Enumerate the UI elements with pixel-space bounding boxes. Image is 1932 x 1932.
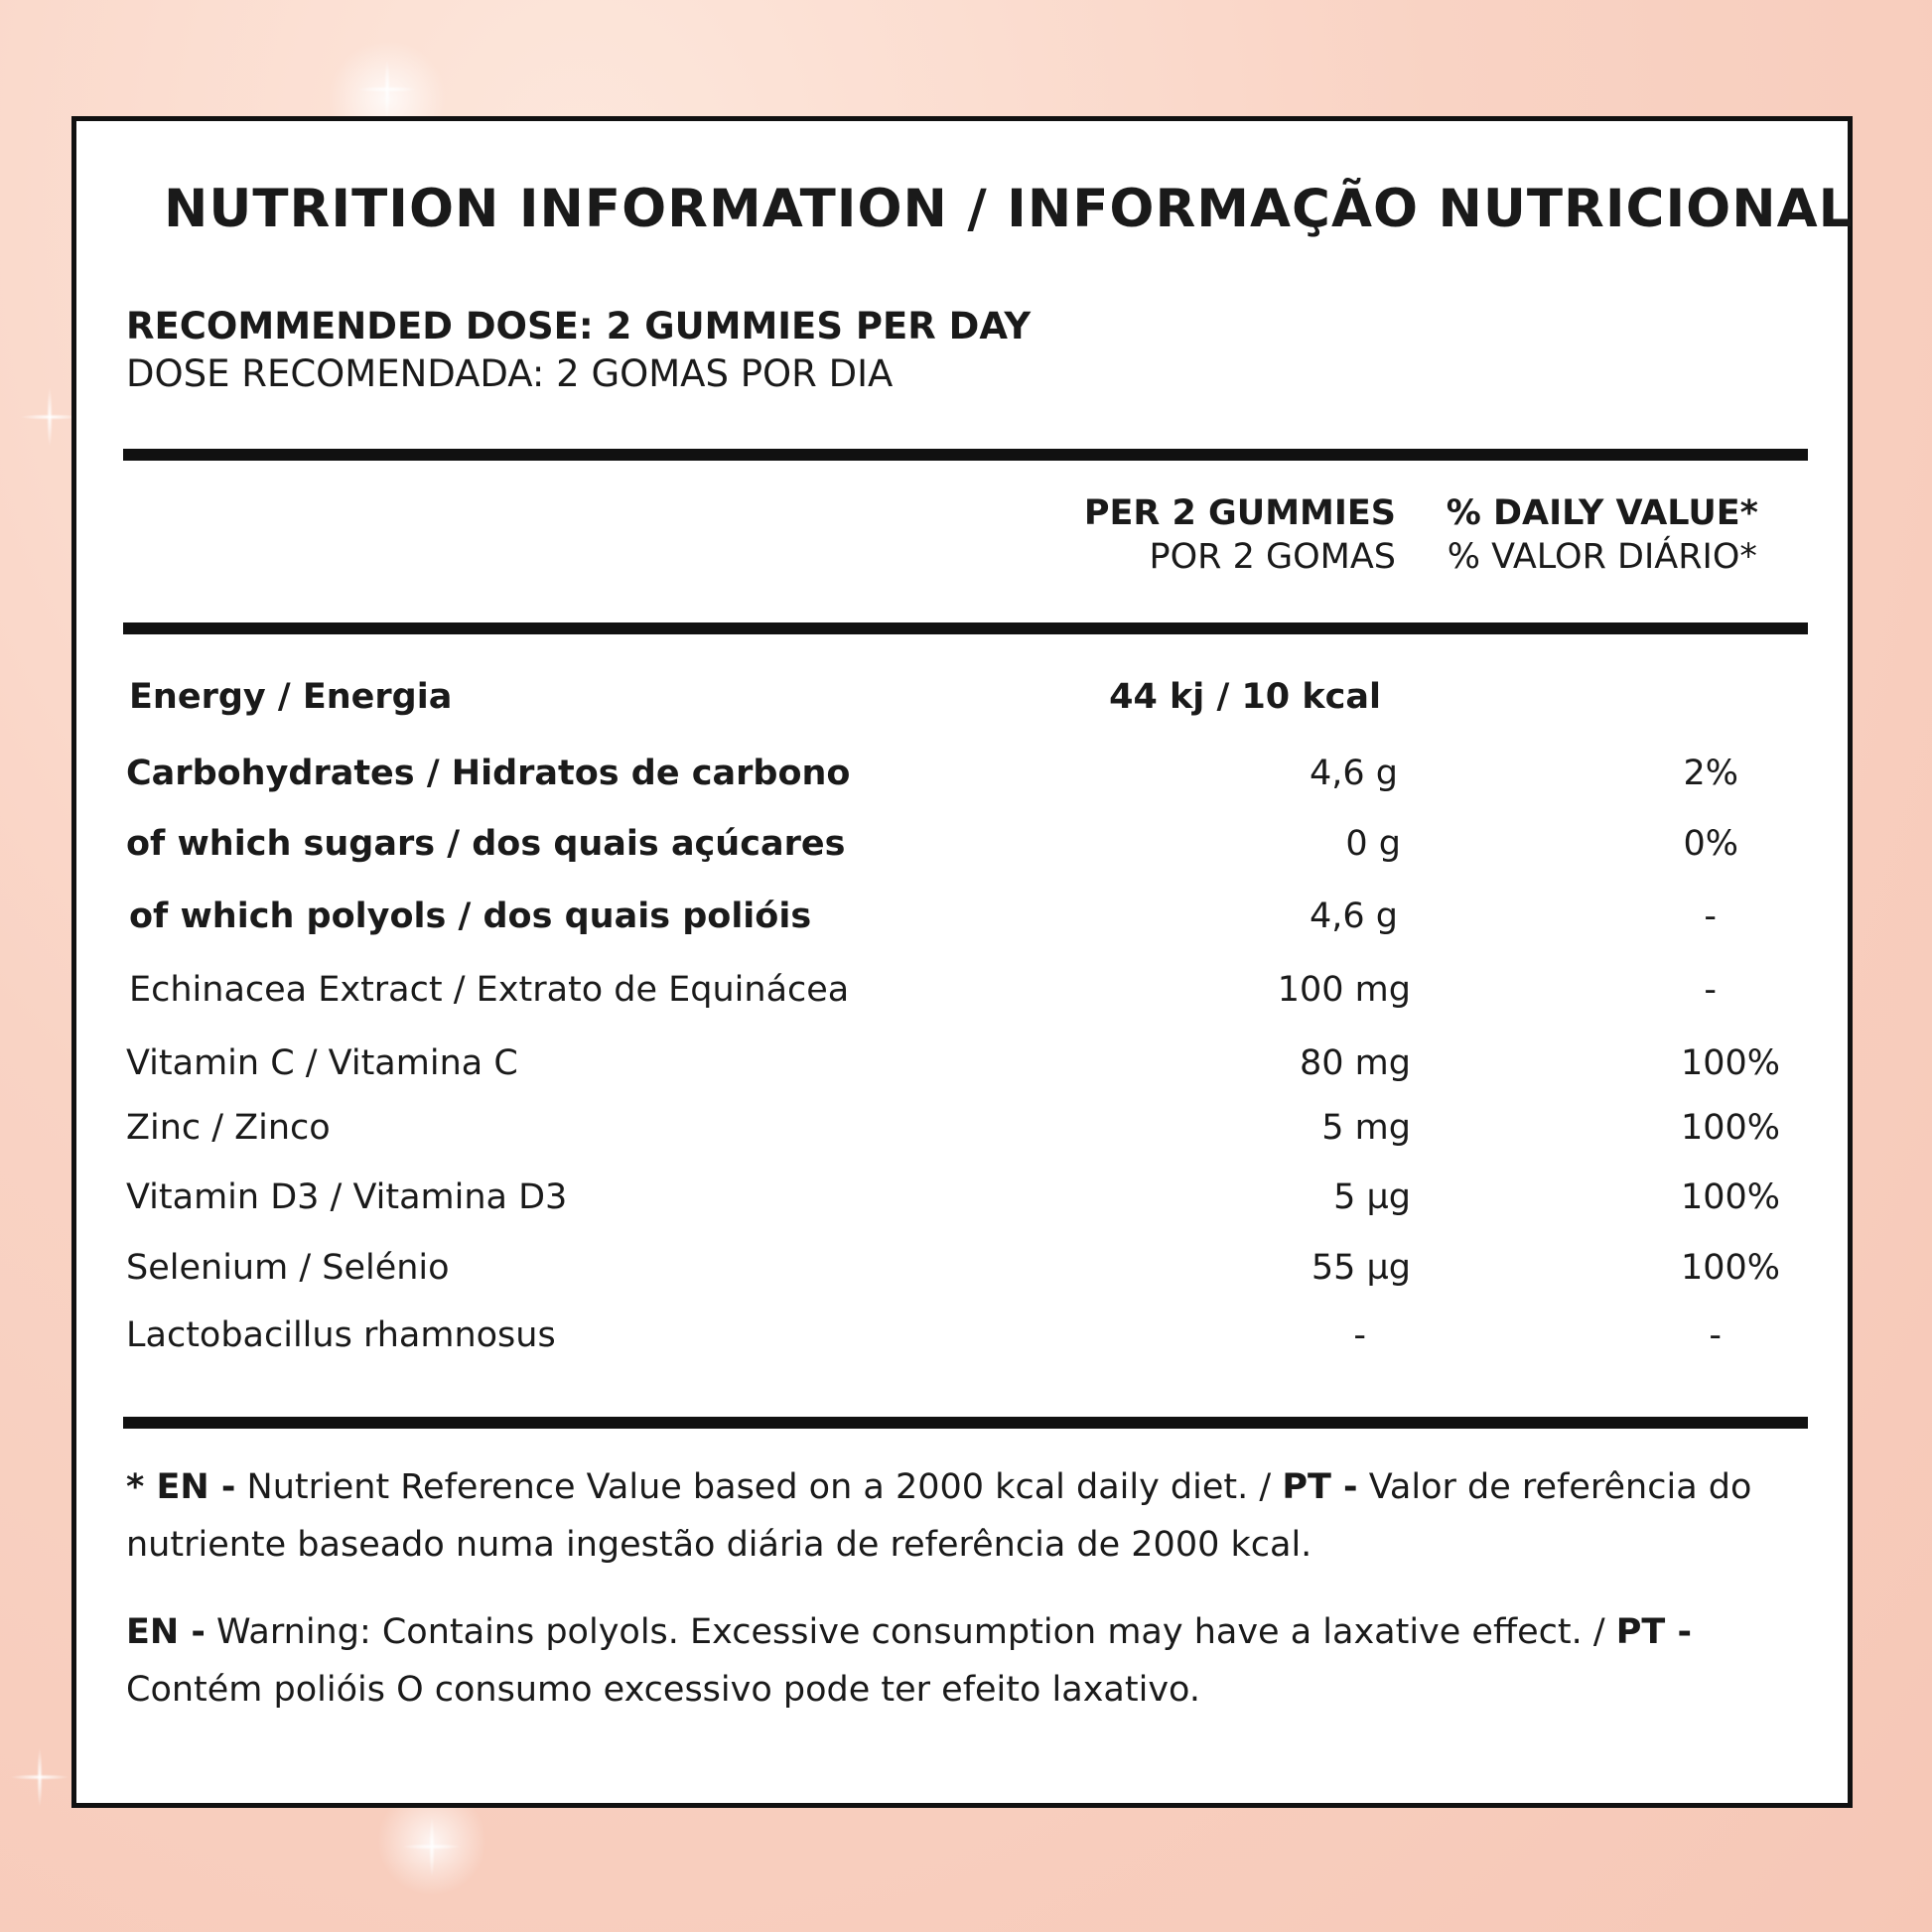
nutrient-name: Vitamin C / Vitamina C xyxy=(126,1043,518,1083)
column-header-daily-value-pt: % VALOR DIÁRIO* xyxy=(1447,537,1757,577)
nutrient-amount: 44 kj / 10 kcal xyxy=(1109,677,1381,717)
table-row: Vitamin D3 / Vitamina D3 5 µg 100% xyxy=(76,1177,1848,1227)
background-sparkle xyxy=(10,1747,69,1807)
column-header-per-serving-pt: POR 2 GOMAS xyxy=(1149,537,1396,577)
nutrient-amount: 100 mg xyxy=(1277,970,1411,1010)
nutrient-name: Zinc / Zinco xyxy=(126,1108,331,1148)
nutrient-daily-value: 100% xyxy=(1680,1043,1780,1083)
page-title: NUTRITION INFORMATION / INFORMAÇÃO NUTRI… xyxy=(164,179,1854,239)
nutrient-amount: 5 µg xyxy=(1333,1177,1411,1217)
footnote-warning: EN - Warning: Contains polyols. Excessiv… xyxy=(126,1603,1834,1719)
background-sparkle xyxy=(402,1817,462,1876)
recommended-dose-en: RECOMMENDED DOSE: 2 GUMMIES PER DAY xyxy=(126,305,1032,347)
nutrient-name: of which sugars / dos quais açúcares xyxy=(126,824,846,864)
divider-rule xyxy=(123,622,1808,634)
nutrient-name: Echinacea Extract / Extrato de Equinácea xyxy=(129,970,850,1010)
nutrient-daily-value: - xyxy=(1704,897,1717,936)
nutrient-daily-value: 2% xyxy=(1683,754,1738,793)
nutrient-amount: 4,6 g xyxy=(1309,754,1398,793)
footnote-en-tag: * EN - xyxy=(126,1467,236,1507)
nutrient-name: of which polyols / dos quais polióis xyxy=(129,897,812,936)
column-header-daily-value: % DAILY VALUE* % VALOR DIÁRIO* xyxy=(1447,493,1758,577)
nutrient-name: Vitamin D3 / Vitamina D3 xyxy=(126,1177,568,1217)
column-header-per-serving-en: PER 2 GUMMIES xyxy=(1083,493,1396,533)
warning-en-tag: EN - xyxy=(126,1612,206,1652)
table-row: Selenium / Selénio 55 µg 100% xyxy=(76,1248,1848,1298)
nutrient-daily-value: 100% xyxy=(1680,1248,1780,1288)
table-row: Carbohydrates / Hidratos de carbono 4,6 … xyxy=(76,754,1848,803)
nutrient-amount: 80 mg xyxy=(1300,1043,1411,1083)
background-sparkle xyxy=(20,387,79,447)
table-row: Lactobacillus rhamnosus - - xyxy=(76,1315,1848,1365)
background-sparkle xyxy=(357,60,417,119)
nutrient-name: Lactobacillus rhamnosus xyxy=(126,1315,556,1355)
nutrition-panel: NUTRITION INFORMATION / INFORMAÇÃO NUTRI… xyxy=(71,116,1853,1808)
nutrient-daily-value: 100% xyxy=(1680,1177,1780,1217)
table-row: Energy / Energia 44 kj / 10 kcal xyxy=(76,677,1848,727)
warning-pt-text: Contém polióis O consumo excessivo pode … xyxy=(126,1670,1200,1710)
table-row: Vitamin C / Vitamina C 80 mg 100% xyxy=(76,1043,1848,1093)
footnote-reference-value: * EN - Nutrient Reference Value based on… xyxy=(126,1458,1834,1574)
column-header-daily-value-en: % DAILY VALUE* xyxy=(1446,493,1758,533)
nutrient-name: Energy / Energia xyxy=(129,677,453,717)
nutrient-amount: 0 g xyxy=(1345,824,1401,864)
nutrient-amount: - xyxy=(1353,1315,1366,1355)
footnote-pt-text: Valor de referência do nutriente baseado… xyxy=(126,1467,1752,1565)
nutrient-daily-value: - xyxy=(1704,970,1717,1010)
nutrient-daily-value: 100% xyxy=(1680,1108,1780,1148)
table-row: of which sugars / dos quais açúcares 0 g… xyxy=(76,824,1848,874)
nutrient-amount: 55 µg xyxy=(1311,1248,1411,1288)
table-row: Echinacea Extract / Extrato de Equinácea… xyxy=(76,970,1848,1020)
table-row: of which polyols / dos quais polióis 4,6… xyxy=(76,897,1848,946)
table-row: Zinc / Zinco 5 mg 100% xyxy=(76,1108,1848,1158)
nutrient-name: Carbohydrates / Hidratos de carbono xyxy=(126,754,851,793)
recommended-dose-pt: DOSE RECOMENDADA: 2 GOMAS POR DIA xyxy=(126,352,894,395)
nutrient-daily-value: 0% xyxy=(1683,824,1738,864)
column-header-per-serving: PER 2 GUMMIES POR 2 GOMAS xyxy=(1084,493,1396,577)
footnote-pt-tag: PT - xyxy=(1282,1467,1358,1507)
nutrient-daily-value: - xyxy=(1709,1315,1722,1355)
divider-rule xyxy=(123,449,1808,461)
footnote-en-text: Nutrient Reference Value based on a 2000… xyxy=(235,1467,1283,1507)
warning-en-text: Warning: Contains polyols. Excessive con… xyxy=(205,1612,1616,1652)
nutrient-name: Selenium / Selénio xyxy=(126,1248,450,1288)
divider-rule xyxy=(123,1417,1808,1429)
nutrient-amount: 4,6 g xyxy=(1309,897,1398,936)
warning-pt-tag: PT - xyxy=(1615,1612,1692,1652)
nutrient-amount: 5 mg xyxy=(1321,1108,1411,1148)
